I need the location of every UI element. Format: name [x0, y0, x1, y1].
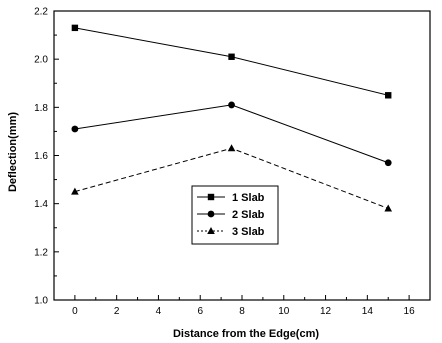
- x-tick-label: 0: [72, 306, 78, 317]
- legend: 1 Slab 2 Slab 3 Slab: [191, 185, 279, 245]
- data-point-3-slab: [384, 204, 393, 212]
- x-tick-label: 16: [404, 306, 416, 317]
- y-tick-label: 1.8: [34, 103, 48, 114]
- series-line-2-slab: [74, 104, 389, 164]
- y-tick-label: 1.2: [34, 247, 48, 258]
- data-point-1-slab: [71, 24, 79, 32]
- y-tick-label: 1.4: [34, 199, 48, 210]
- x-tick-label: 4: [156, 306, 162, 317]
- data-point-2-slab: [384, 159, 392, 167]
- data-point-2-slab: [228, 101, 235, 109]
- data-point-2-slab: [71, 125, 79, 133]
- legend-label-2-slab: 2 Slab: [232, 209, 265, 221]
- data-point-1-slab: [228, 53, 235, 60]
- legend-marker-2-slab: [207, 210, 215, 218]
- x-tick-label: 12: [320, 306, 332, 317]
- legend-label-1-slab: 1 Slab: [232, 192, 265, 204]
- x-tick-label: 2: [114, 306, 120, 317]
- data-point-3-slab: [71, 187, 79, 195]
- y-tick-label: 2.0: [34, 55, 48, 66]
- y-tick-label: 2.2: [34, 7, 48, 18]
- x-axis-label: Distance from the Edge(cm): [173, 328, 319, 340]
- plot-frame: [53, 10, 431, 301]
- x-tick-label: 6: [197, 306, 203, 317]
- data-point-3-slab: [227, 144, 236, 152]
- x-tick-label: 8: [239, 306, 245, 317]
- data-point-1-slab: [385, 92, 392, 99]
- y-tick-label: 1.6: [34, 151, 48, 162]
- x-tick-label: 10: [278, 306, 290, 317]
- series-line-1-slab: [74, 27, 389, 96]
- y-axis-label: Deflection(mm): [7, 112, 19, 192]
- legend-marker-1-slab: [207, 193, 215, 201]
- x-tick-label: 14: [362, 306, 374, 317]
- plot-area: 0 2 4 6 8 10 12 14 16 1.0 1.2 1.4 1.6 1.8 2.0 2.2 1 Slab…: [34, 7, 431, 317]
- legend-marker-3-slab: [207, 227, 215, 234]
- legend-box: [191, 185, 279, 245]
- legend-label-3-slab: 3 Slab: [232, 226, 265, 238]
- y-tick-label: 1.0: [34, 296, 48, 307]
